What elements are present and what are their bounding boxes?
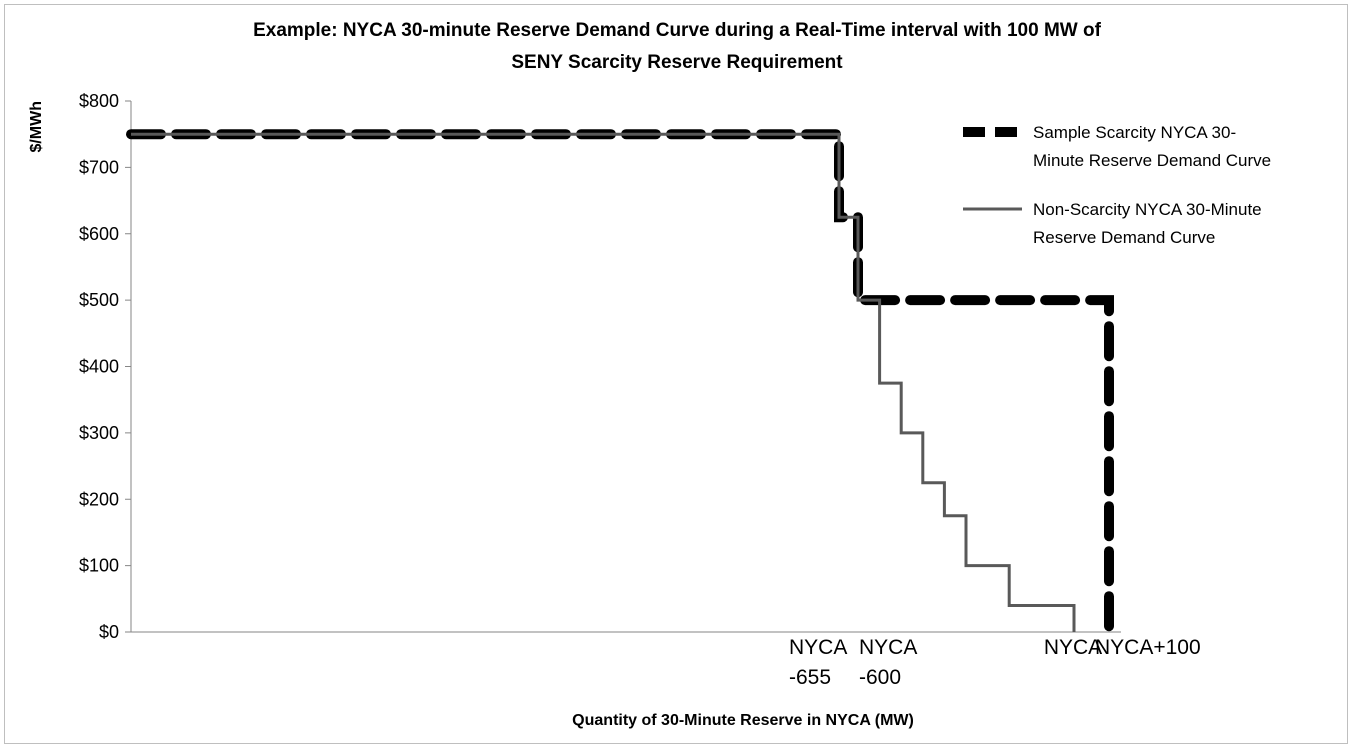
y-tick-label: $700 <box>79 157 119 177</box>
series-layer <box>126 129 1114 637</box>
y-axis-label: $/MWh <box>28 101 45 153</box>
y-tick-label: $0 <box>99 622 119 642</box>
x-tick-label: NYCA <box>789 636 847 659</box>
x-tick-label: -655 <box>789 666 831 689</box>
chart-title: Example: NYCA 30-minute Reserve Demand C… <box>253 20 1102 73</box>
x-tick-label: NYCA+100 <box>1095 636 1201 659</box>
chart-svg: Example: NYCA 30-minute Reserve Demand C… <box>28 20 1271 729</box>
legend-label: Minute Reserve Demand Curve <box>1033 151 1271 170</box>
x-tick-label: NYCA <box>859 636 917 659</box>
legend: Sample Scarcity NYCA 30- Minute Reserve D… <box>963 123 1271 247</box>
y-tick-label: $500 <box>79 290 119 310</box>
y-axis: $0 $100 $200 $300 $400 $500 $600 $700 $800 <box>79 91 132 642</box>
y-tick-label: $800 <box>79 91 119 111</box>
series-scarcity-line <box>126 129 1114 637</box>
x-tick-label: -600 <box>859 666 901 689</box>
y-tick-label: $100 <box>79 556 119 576</box>
chart-title-line-1: Example: NYCA 30-minute Reserve Demand C… <box>253 20 1102 41</box>
legend-label: Reserve Demand Curve <box>1033 228 1215 247</box>
x-axis-label: Quantity of 30-Minute Reserve in NYCA (M… <box>572 712 914 729</box>
x-tick-label: NYCA <box>1044 636 1102 659</box>
y-tick-label: $600 <box>79 224 119 244</box>
y-tick-label: $400 <box>79 357 119 377</box>
legend-label: Non-Scarcity NYCA 30-Minute <box>1033 200 1262 219</box>
series-non-scarcity-line <box>131 132 1076 632</box>
chart-frame: Example: NYCA 30-minute Reserve Demand C… <box>4 4 1348 744</box>
legend-label: Sample Scarcity NYCA 30- <box>1033 123 1236 142</box>
chart-title-line-2: SENY Scarcity Reserve Requirement <box>511 52 843 73</box>
y-tick-label: $300 <box>79 423 119 443</box>
y-tick-label: $200 <box>79 489 119 509</box>
